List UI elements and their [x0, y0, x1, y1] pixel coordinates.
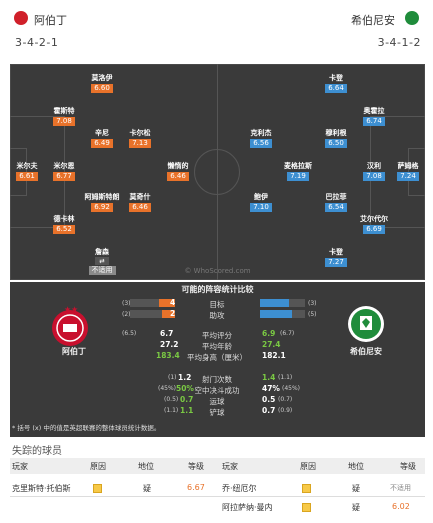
home-crest-large-icon: ★ ★ — [52, 305, 88, 346]
watermark: © WhoScored.com — [184, 267, 251, 275]
away-player[interactable]: 艾尔代尔 6.69 — [360, 215, 388, 234]
away-assists-fill — [260, 310, 292, 318]
match-header: 阿伯丁 3-4-2-1 希伯尼安 3-4-1-2 — [0, 0, 433, 62]
away-player[interactable]: 巴拉菲 6.54 — [325, 193, 347, 212]
home-goals-bar — [130, 299, 175, 307]
home-assists-bar — [130, 310, 175, 318]
home-team-name[interactable]: 阿伯丁 — [34, 14, 67, 27]
missing-table-header: 玩家 原因 地位 等级 玩家 原因 地位 等级 — [10, 458, 425, 474]
home-player[interactable]: 詹森 ⇄ 不适用 — [80, 248, 124, 275]
home-player[interactable]: 阿姆斯特朗 6.92 — [84, 193, 120, 212]
away-player[interactable]: 萨姆格 7.24 — [397, 162, 419, 181]
home-player[interactable]: 卡尔松 7.13 — [129, 129, 151, 148]
injury-icon — [93, 484, 102, 493]
away-player[interactable]: 鲍伊 7.10 — [239, 193, 283, 212]
missing-player-name[interactable]: 克里斯特·托伯斯 — [12, 484, 71, 493]
away-player[interactable]: 穆利根 6.50 — [325, 129, 347, 148]
home-player[interactable]: 辛尼 6.49 — [80, 129, 124, 148]
footnote: * 括号 (x) 中的值是英超联赛的整体球员统计数据。 — [12, 424, 161, 432]
home-player[interactable]: 莫奇什 6.46 — [129, 193, 151, 212]
away-player[interactable]: 奥霍拉 6.74 — [363, 107, 385, 126]
home-player[interactable]: 米尔夫 6.61 — [16, 162, 38, 181]
missing-players-title: 失踪的球员 — [12, 446, 62, 457]
home-goals-fill — [159, 299, 175, 307]
home-formation: 3-4-2-1 — [15, 36, 59, 49]
svg-text:★: ★ — [64, 305, 71, 314]
away-crest-icon — [405, 11, 419, 25]
home-crest-icon — [14, 11, 28, 25]
away-player[interactable]: 卡登 7.27 — [314, 248, 358, 267]
home-player[interactable]: 米尔恩 6.77 — [53, 162, 75, 181]
away-team-label: 希伯尼安 — [350, 347, 382, 356]
away-player[interactable]: 汉利 7.08 — [352, 162, 396, 181]
away-player[interactable]: 麦格拉斯 7.19 — [284, 162, 312, 181]
missing-player-name[interactable]: 阿拉萨纳·曼内 — [222, 503, 273, 512]
row-divider — [10, 496, 425, 497]
away-player[interactable]: 卡登 6.64 — [314, 74, 358, 93]
home-player[interactable]: 霍斯特 7.08 — [53, 107, 75, 126]
lineup-comparison: 可能的阵容统计比较 ★ ★ 阿伯丁 希伯尼安 (3) 4 目标 7 (3) (2… — [10, 282, 425, 437]
sub-icon: ⇄ — [95, 257, 109, 265]
away-player[interactable]: 克利杰 6.56 — [250, 129, 272, 148]
comparison-title: 可能的阵容统计比较 — [181, 285, 254, 294]
injury-icon — [302, 503, 311, 512]
home-team-label: 阿伯丁 — [62, 347, 86, 356]
away-formation: 3-4-1-2 — [377, 36, 421, 49]
away-goals-fill — [260, 299, 289, 307]
home-player[interactable]: 德卡林 6.52 — [53, 215, 75, 234]
away-crest-large-icon — [348, 306, 384, 342]
missing-player-name[interactable]: 乔·纽厄尔 — [222, 484, 257, 493]
home-player[interactable]: 懒惰的 6.46 — [167, 162, 189, 181]
away-team-name[interactable]: 希伯尼安 — [351, 14, 395, 27]
injury-icon — [302, 484, 311, 493]
home-player[interactable]: 莫洛伊 6.60 — [91, 74, 113, 93]
svg-text:★: ★ — [71, 305, 78, 314]
pitch: 莫洛伊 6.60 霍斯特 7.08 辛尼 6.49 卡尔松 7.13 米尔夫 6… — [10, 64, 425, 280]
home-assists-fill — [162, 310, 175, 318]
